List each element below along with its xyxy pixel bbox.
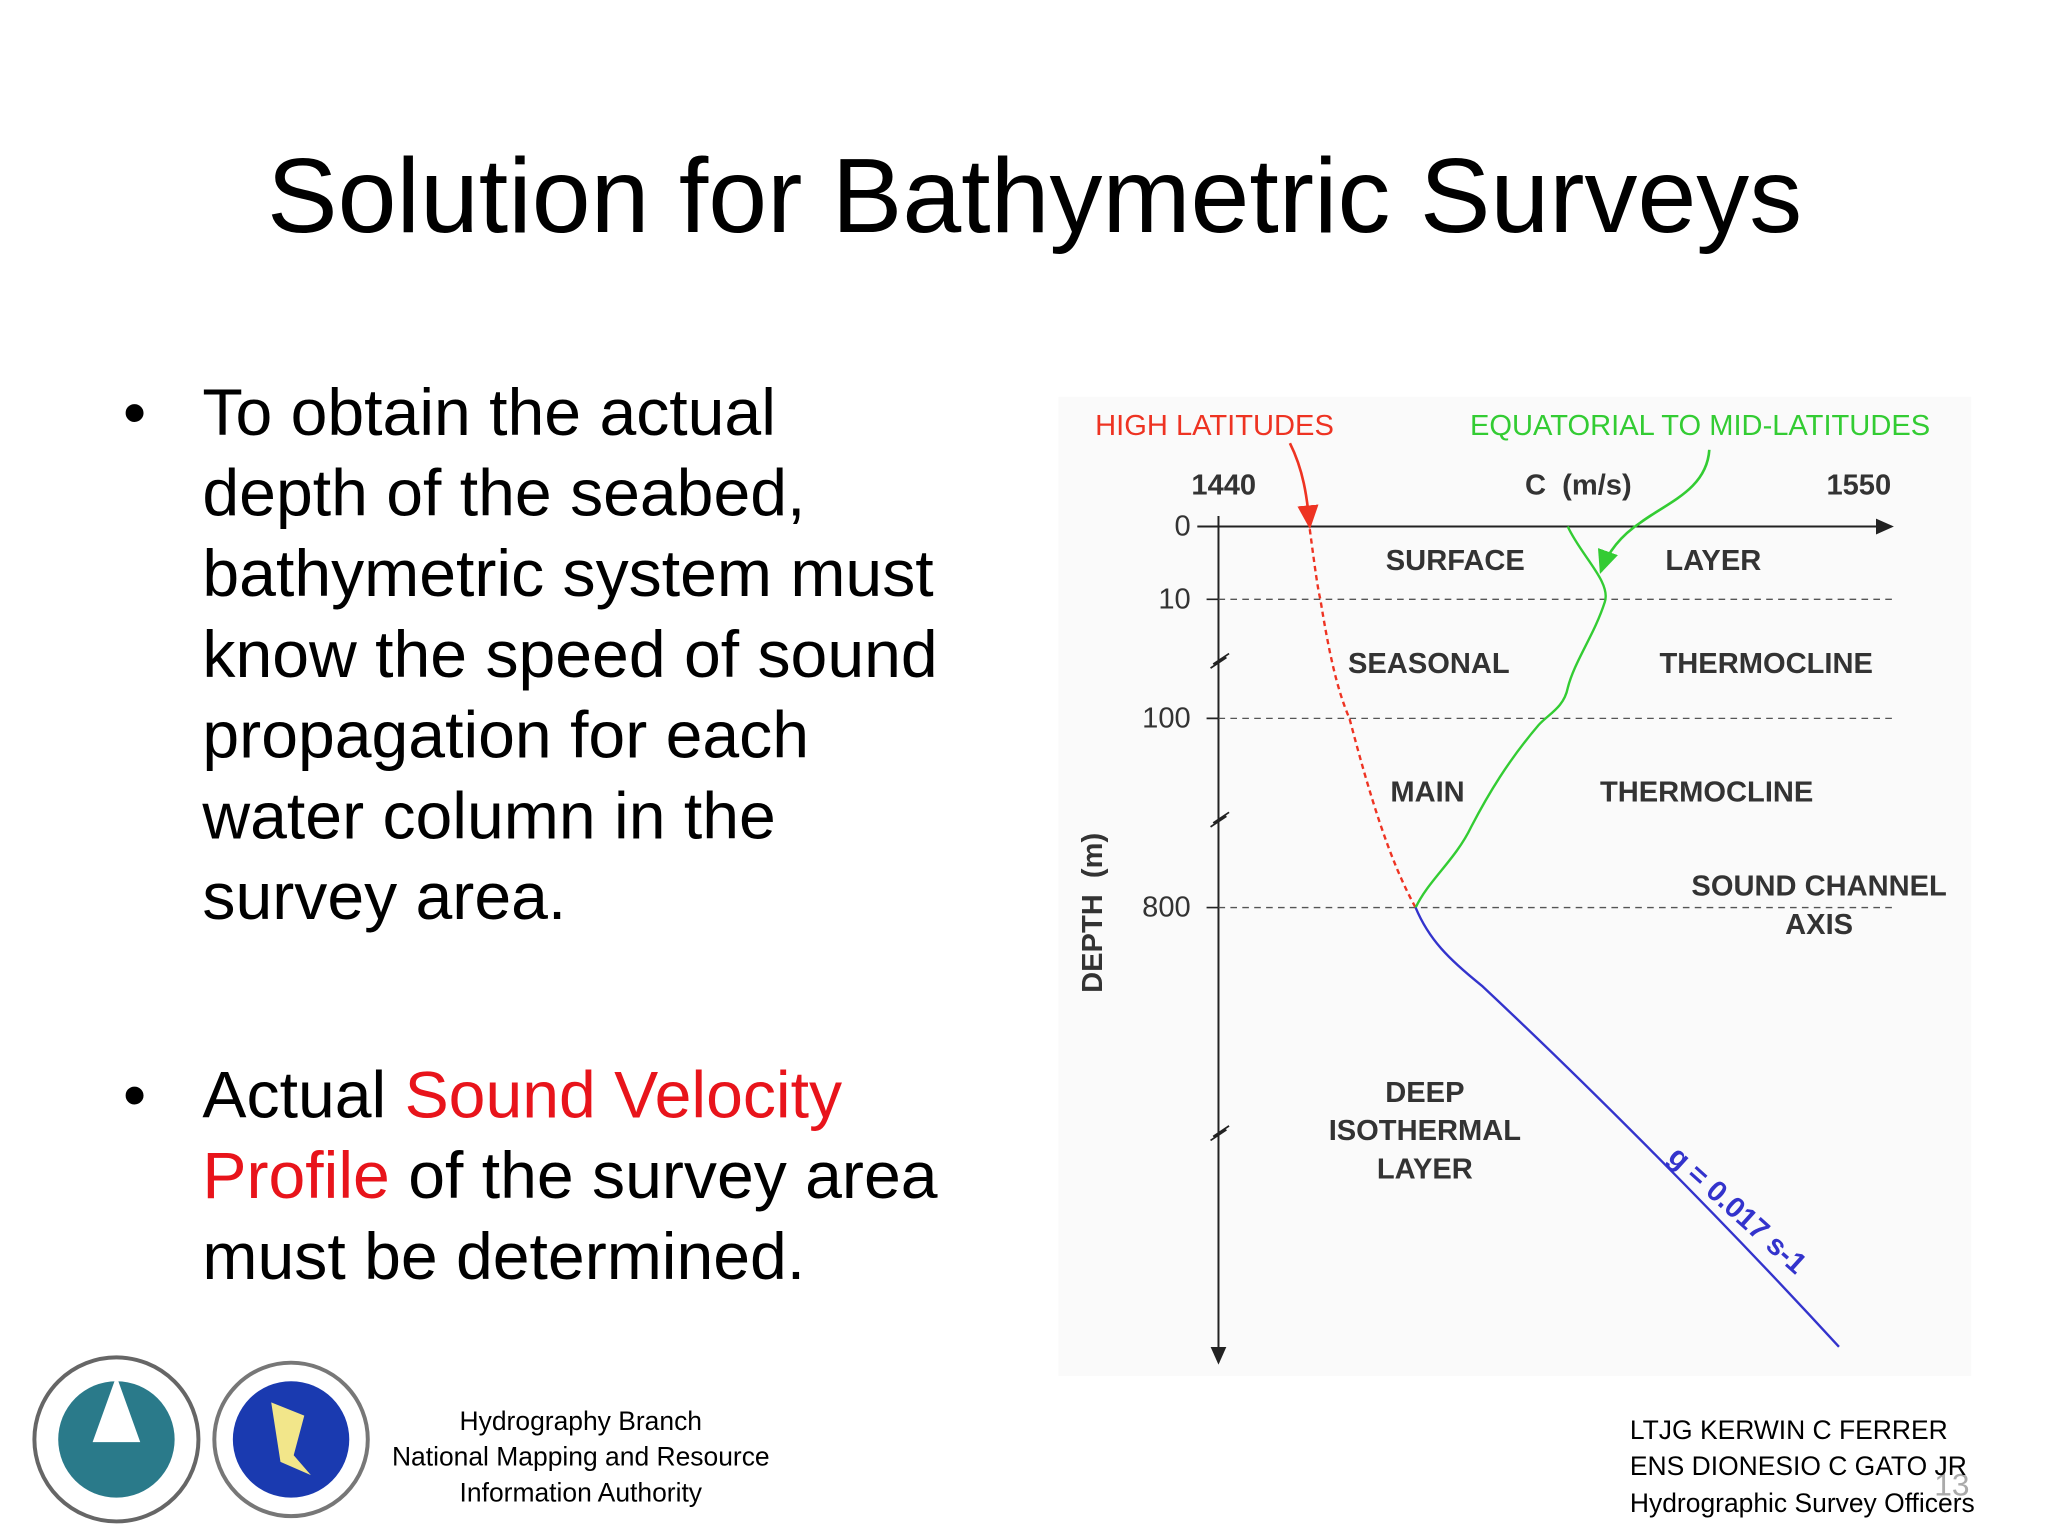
footer-text: Hydrography Branch: [460, 1406, 702, 1436]
layer-label: THERMOCLINE: [1600, 776, 1813, 808]
green-arrow: [1597, 449, 1711, 575]
layer-label: SOUND CHANNEL: [1691, 870, 1946, 902]
bullet-line: Actual Sound Velocity: [202, 1058, 842, 1132]
layer-label: LAYER: [1377, 1154, 1473, 1186]
hydrography-logo-mark: [271, 1402, 311, 1476]
green-label: EQUATORIAL TO MID-LATITUDES: [1470, 410, 1930, 442]
layer-label: AXIS: [1785, 909, 1853, 941]
bullet-text: of the survey area: [390, 1139, 938, 1213]
footer-text: Information Authority: [460, 1477, 703, 1507]
footer-text: National Mapping and Resource: [392, 1442, 770, 1472]
x-min-label: 1440: [1191, 470, 1256, 502]
logos: [32, 1355, 370, 1524]
bullet-line: know the speed of sound: [202, 618, 937, 692]
layer-label: SURFACE: [1386, 545, 1525, 577]
bullet-dot: •: [123, 1058, 146, 1132]
x-axis-label: C (m/s): [1525, 470, 1632, 502]
layer-label: SEASONAL: [1348, 648, 1510, 680]
axis-break: [1210, 1125, 1230, 1142]
depth-label: 0: [1175, 511, 1191, 543]
bullet-list: • To obtain the actual depth of the seab…: [123, 376, 938, 1294]
slide-title: Solution for Bathymetric Surveys: [267, 137, 1802, 255]
bullet-line: propagation for each: [202, 699, 809, 773]
bullet-line: bathymetric system must: [202, 537, 933, 611]
axis-break: [1210, 811, 1230, 828]
bullet-line: must be determined.: [202, 1220, 805, 1294]
layer-label: DEEP: [1385, 1077, 1464, 1109]
depth-tick: [1206, 525, 1219, 909]
bullet-line: survey area.: [202, 860, 566, 934]
red-label: HIGH LATITUDES: [1095, 410, 1334, 442]
highlight-text: Profile: [202, 1139, 389, 1213]
layer-label: LAYER: [1665, 545, 1761, 577]
namria-logo-mark: [92, 1375, 141, 1443]
bullet-line: water column in the: [201, 779, 775, 853]
equatorial-profile: [1414, 526, 1607, 909]
sound-velocity-diagram: HIGH LATITUDES EQUATORIAL TO MID-LATITUD…: [1058, 396, 1972, 1376]
bullet-line: depth of the seabed,: [202, 456, 805, 530]
red-arrow: [1288, 442, 1319, 530]
depth-label: 100: [1142, 702, 1191, 734]
layer-label: ISOTHERMAL: [1329, 1115, 1521, 1147]
axis-break: [1210, 652, 1230, 669]
page-number: 13: [1934, 1466, 1969, 1502]
bullet-dot: •: [123, 376, 146, 450]
high-latitude-profile: [1308, 529, 1417, 909]
footer-text: ENS DIONESIO C GATO JR: [1630, 1451, 1967, 1481]
deep-profile: [1414, 907, 1840, 1348]
x-max-label: 1550: [1826, 470, 1891, 502]
layer-label: THERMOCLINE: [1660, 648, 1873, 680]
bullet-line: To obtain the actual: [202, 376, 776, 450]
bullet-line: Profile of the survey area: [202, 1139, 937, 1213]
depth-label: 10: [1158, 583, 1190, 615]
depth-label: 800: [1142, 892, 1191, 924]
layer-label: MAIN: [1390, 776, 1464, 808]
footer-text: Hydrographic Survey Officers: [1630, 1488, 1975, 1518]
diagram-bg: [1058, 396, 1972, 1376]
bullet-text: Actual: [202, 1058, 404, 1132]
footer-text: LTJG KERWIN C FERRER: [1630, 1415, 1948, 1445]
highlight-text: Sound Velocity: [405, 1058, 842, 1132]
y-axis-label: DEPTH (m): [1077, 833, 1109, 993]
